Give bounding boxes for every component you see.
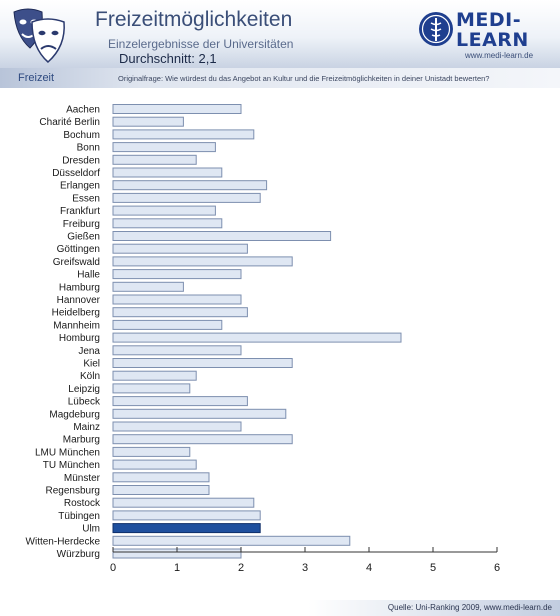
bar — [112, 332, 402, 343]
bar-highlighted — [112, 523, 261, 534]
category-label: Bonn — [77, 143, 100, 154]
category-label: Köln — [80, 371, 100, 382]
category-label: Mainz — [73, 422, 100, 433]
bar — [112, 281, 184, 292]
bar — [112, 129, 255, 140]
source-note: Quelle: Uni-Ranking 2009, www.medi-learn… — [387, 603, 552, 612]
category-label: Lübeck — [68, 397, 101, 408]
category-label: Halle — [77, 270, 100, 281]
bar — [112, 485, 210, 495]
bar — [112, 383, 191, 394]
bar — [112, 497, 255, 508]
bar — [112, 142, 216, 153]
category-label: Bochum — [63, 130, 100, 141]
average-value: Durchschnitt: 2,1 — [119, 51, 217, 66]
page-title: Freizeitmöglichkeiten — [95, 8, 293, 31]
category-label: Mannheim — [53, 320, 100, 331]
medi-learn-logo: MEDI- LEARN www.medi-learn.de — [418, 7, 558, 63]
bar — [112, 345, 242, 356]
bar — [112, 205, 216, 216]
bar — [112, 154, 197, 165]
bar — [112, 358, 293, 368]
bar — [112, 294, 242, 305]
category-label: Dresden — [62, 155, 100, 166]
logo-url: www.medi-learn.de — [465, 51, 534, 60]
category-label: Erlangen — [60, 181, 100, 192]
category-label: LMU München — [35, 447, 100, 458]
category-label: Charité Berlin — [39, 117, 100, 128]
category-label: Leipzig — [68, 384, 100, 395]
bar — [112, 192, 261, 203]
theater-masks-icon — [13, 8, 65, 64]
category-label: Hannover — [57, 295, 101, 306]
category-label: Ulm — [82, 524, 100, 535]
category-label: Essen — [72, 193, 100, 204]
bar — [112, 370, 197, 381]
x-tick-label: 1 — [174, 562, 180, 574]
category-label: Witten-Herdecke — [26, 536, 101, 547]
category-label: TU München — [43, 460, 100, 471]
category-label: Homburg — [59, 333, 100, 344]
bar — [112, 319, 223, 330]
category-label: Aachen — [66, 105, 100, 116]
x-tick-label: 0 — [110, 562, 116, 574]
category-label: Marburg — [63, 435, 100, 446]
bar — [112, 231, 332, 241]
category-label: Freiburg — [63, 219, 100, 230]
category-label: Frankfurt — [60, 206, 100, 217]
bar — [112, 167, 223, 178]
bar — [112, 180, 268, 191]
logo-line1: MEDI- — [456, 9, 522, 31]
original-question: Originalfrage: Wie würdest du das Angebo… — [118, 74, 490, 83]
category-label: Münster — [64, 473, 101, 484]
x-tick-label: 3 — [302, 562, 308, 574]
bar — [112, 535, 351, 546]
x-tick-label: 6 — [494, 562, 500, 574]
bar — [112, 104, 242, 114]
bar — [112, 510, 261, 521]
bar — [112, 408, 287, 419]
bar — [112, 434, 293, 445]
x-tick-label: 4 — [366, 562, 372, 574]
bar — [112, 116, 184, 127]
bar — [112, 459, 197, 470]
category-label: Regensburg — [46, 486, 100, 497]
page-subtitle: Einzelergebnisse der Universitäten — [108, 37, 294, 51]
category-label: Göttingen — [57, 244, 100, 255]
logo-line2: LEARN — [456, 29, 529, 51]
bar — [112, 269, 242, 280]
footer: Quelle: Uni-Ranking 2009, www.medi-learn… — [0, 600, 560, 616]
bar — [112, 446, 191, 457]
bar — [112, 218, 223, 229]
category-label: Rostock — [64, 498, 101, 509]
category-label: Tübingen — [58, 511, 100, 522]
bar — [112, 396, 248, 407]
x-tick-label: 2 — [238, 562, 244, 574]
caduceus-icon — [419, 12, 453, 46]
bar — [112, 256, 293, 267]
category-label: Jena — [78, 346, 100, 357]
section-label: Freizeit — [18, 72, 55, 84]
section-bar: Freizeit Originalfrage: Wie würdest du d… — [0, 68, 560, 88]
category-label: Kiel — [83, 359, 100, 370]
category-label: Düsseldorf — [52, 168, 100, 179]
bar — [112, 472, 210, 483]
category-label: Magdeburg — [49, 409, 100, 420]
category-label: Würzburg — [57, 549, 100, 560]
category-label: Gießen — [67, 232, 100, 243]
bar — [112, 243, 248, 254]
category-label: Hamburg — [59, 282, 100, 293]
bar — [112, 421, 242, 432]
category-label: Heidelberg — [52, 308, 100, 319]
header: Freizeitmöglichkeiten Einzelergebnisse d… — [0, 0, 560, 68]
x-tick-label: 5 — [430, 562, 436, 574]
bar — [112, 307, 248, 318]
category-label: Greifswald — [53, 257, 100, 268]
